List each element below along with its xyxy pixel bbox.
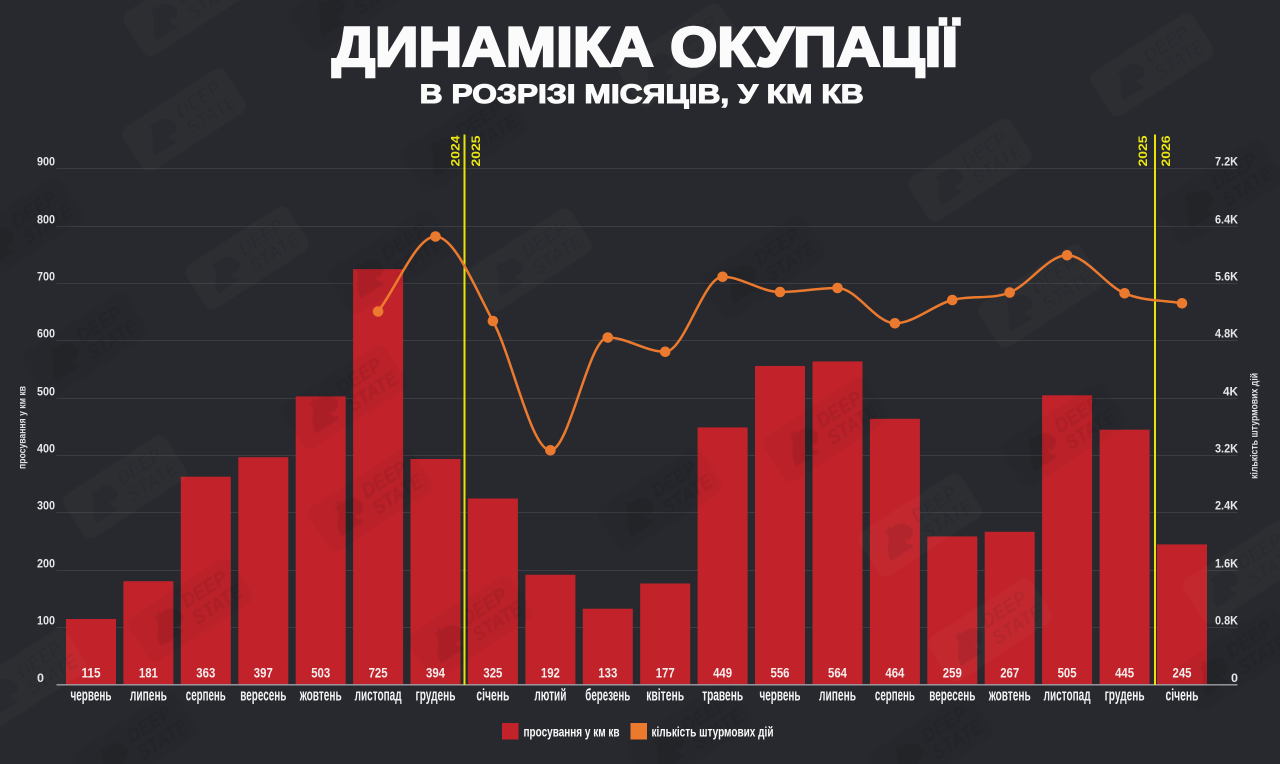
- svg-text:115: 115: [82, 664, 101, 680]
- svg-text:363: 363: [196, 664, 215, 680]
- svg-text:ДИНАМІКА ОКУПАЦІЇ: ДИНАМІКА ОКУПАЦІЇ: [332, 15, 960, 78]
- svg-text:397: 397: [254, 664, 273, 680]
- svg-text:4.8K: 4.8K: [1215, 327, 1238, 341]
- svg-text:6.4K: 6.4K: [1215, 213, 1238, 227]
- svg-text:500: 500: [37, 385, 55, 399]
- svg-text:259: 259: [943, 664, 962, 680]
- svg-text:2024: 2024: [448, 135, 462, 166]
- svg-text:5.6K: 5.6K: [1215, 270, 1238, 284]
- svg-text:2026: 2026: [1159, 135, 1173, 166]
- svg-text:серпень: серпень: [875, 686, 915, 705]
- svg-text:В РОЗРІЗІ МІСЯЦІВ, У КМ КВ: В РОЗРІЗІ МІСЯЦІВ, У КМ КВ: [420, 79, 864, 109]
- svg-text:4K: 4K: [1223, 385, 1238, 399]
- svg-text:325: 325: [483, 664, 502, 680]
- svg-text:600: 600: [37, 327, 55, 341]
- svg-text:листопад: листопад: [1044, 686, 1091, 705]
- svg-text:0: 0: [1231, 671, 1238, 685]
- svg-text:564: 564: [828, 664, 847, 680]
- svg-text:березень: березень: [585, 686, 630, 705]
- svg-text:100: 100: [37, 614, 55, 628]
- svg-text:січень: січень: [1166, 686, 1199, 705]
- svg-text:грудень: грудень: [416, 686, 456, 705]
- svg-text:серпень: серпень: [186, 686, 226, 705]
- svg-text:вересень: вересень: [240, 686, 286, 705]
- svg-text:192: 192: [541, 664, 560, 680]
- svg-text:листопад: листопад: [355, 686, 402, 705]
- svg-text:556: 556: [771, 664, 790, 680]
- svg-text:липень: липень: [130, 686, 167, 705]
- svg-text:червень: червень: [71, 686, 112, 705]
- svg-text:464: 464: [885, 664, 904, 680]
- svg-text:445: 445: [1115, 664, 1134, 680]
- svg-text:133: 133: [598, 664, 617, 680]
- svg-text:липень: липень: [819, 686, 856, 705]
- svg-text:503: 503: [311, 664, 330, 680]
- svg-text:181: 181: [139, 664, 158, 680]
- svg-text:травень: травень: [702, 686, 743, 705]
- svg-text:жовтень: жовтень: [988, 686, 1031, 705]
- svg-text:7.2K: 7.2K: [1215, 155, 1238, 169]
- svg-text:2025: 2025: [1136, 135, 1150, 166]
- svg-text:вересень: вересень: [929, 686, 975, 705]
- svg-text:кількість штурмових дій: кількість штурмових дій: [1249, 373, 1261, 479]
- svg-text:800: 800: [37, 213, 55, 227]
- svg-text:400: 400: [37, 442, 55, 456]
- svg-text:267: 267: [1000, 664, 1019, 680]
- svg-text:394: 394: [426, 664, 445, 680]
- svg-text:лютий: лютий: [534, 686, 566, 705]
- svg-text:1.6K: 1.6K: [1215, 557, 1238, 571]
- svg-text:червень: червень: [760, 686, 801, 705]
- svg-text:квітень: квітень: [646, 686, 684, 705]
- svg-text:505: 505: [1058, 664, 1077, 680]
- svg-text:січень: січень: [476, 686, 509, 705]
- svg-text:0.8K: 0.8K: [1215, 614, 1238, 628]
- svg-text:300: 300: [37, 499, 55, 513]
- svg-text:200: 200: [37, 557, 55, 571]
- svg-text:2025: 2025: [469, 135, 483, 166]
- svg-text:177: 177: [656, 664, 675, 680]
- svg-text:просування у км кв: просування у км кв: [16, 386, 28, 469]
- svg-text:жовтень: жовтень: [299, 686, 342, 705]
- svg-text:900: 900: [37, 155, 55, 169]
- svg-text:700: 700: [37, 270, 55, 284]
- svg-text:3.2K: 3.2K: [1215, 442, 1238, 456]
- svg-text:кількість штурмових дій: кількість штурмових дій: [652, 724, 774, 740]
- svg-text:просування у км кв: просування у км кв: [524, 724, 620, 740]
- svg-text:449: 449: [713, 664, 732, 680]
- svg-text:2.4K: 2.4K: [1215, 499, 1238, 513]
- svg-text:245: 245: [1173, 664, 1192, 680]
- svg-text:0: 0: [37, 671, 44, 685]
- svg-text:725: 725: [369, 664, 388, 680]
- svg-text:грудень: грудень: [1105, 686, 1145, 705]
